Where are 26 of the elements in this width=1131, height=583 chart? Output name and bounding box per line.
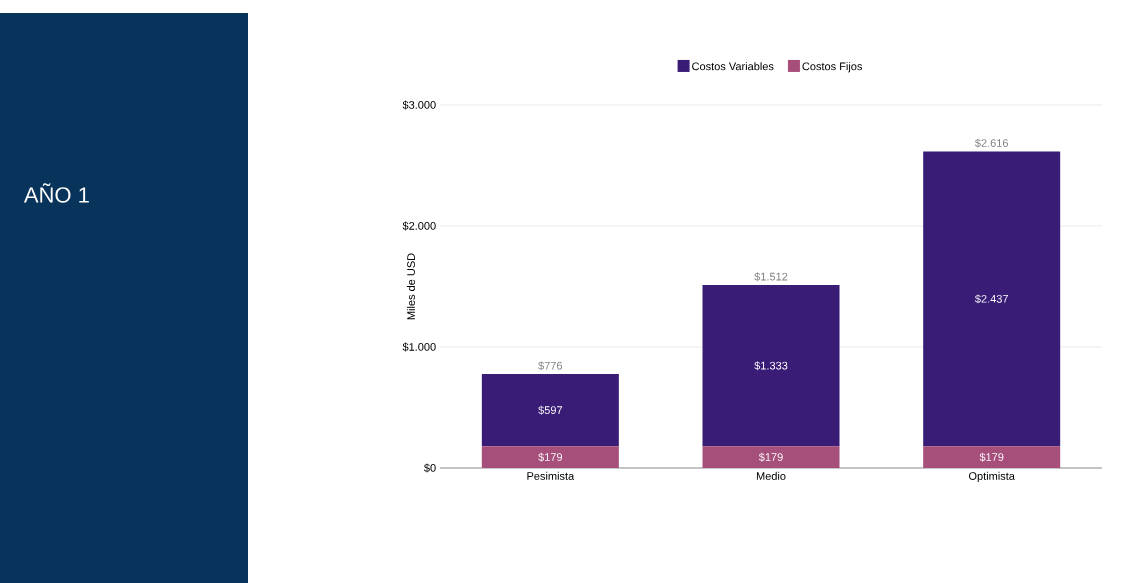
total-label: $776 (538, 361, 563, 371)
total-label: $2.616 (974, 138, 1009, 148)
data-label: $597 (538, 405, 563, 415)
bar (923, 446, 1061, 468)
bar (481, 374, 619, 447)
y-tick-label: $1.000 (402, 342, 436, 352)
text: AÑO 1 (23, 183, 89, 203)
y-tick-label: $2.000 (402, 221, 436, 231)
y-tick-label: $3.000 (402, 100, 436, 110)
x-tick-label: Medio (756, 471, 786, 480)
bar (702, 446, 840, 468)
bar (923, 151, 1061, 447)
y-axis-title: Miles de USD (406, 253, 415, 320)
y-tick-label: $0 (424, 463, 436, 473)
data-label: $179 (979, 452, 1004, 462)
total-label: $1.512 (754, 272, 788, 282)
legend-label: Costos Variables (692, 62, 774, 71)
data-label: $179 (758, 452, 783, 462)
bar (702, 285, 840, 447)
bar (481, 446, 619, 468)
x-tick-label: Pesimista (527, 471, 575, 480)
data-label: $1.333 (754, 361, 788, 371)
x-tick-label: Optimista (968, 471, 1015, 483)
data-label: $2.437 (974, 294, 1008, 304)
data-label: $179 (538, 452, 563, 462)
legend-label: Costos Fijos (802, 62, 863, 73)
